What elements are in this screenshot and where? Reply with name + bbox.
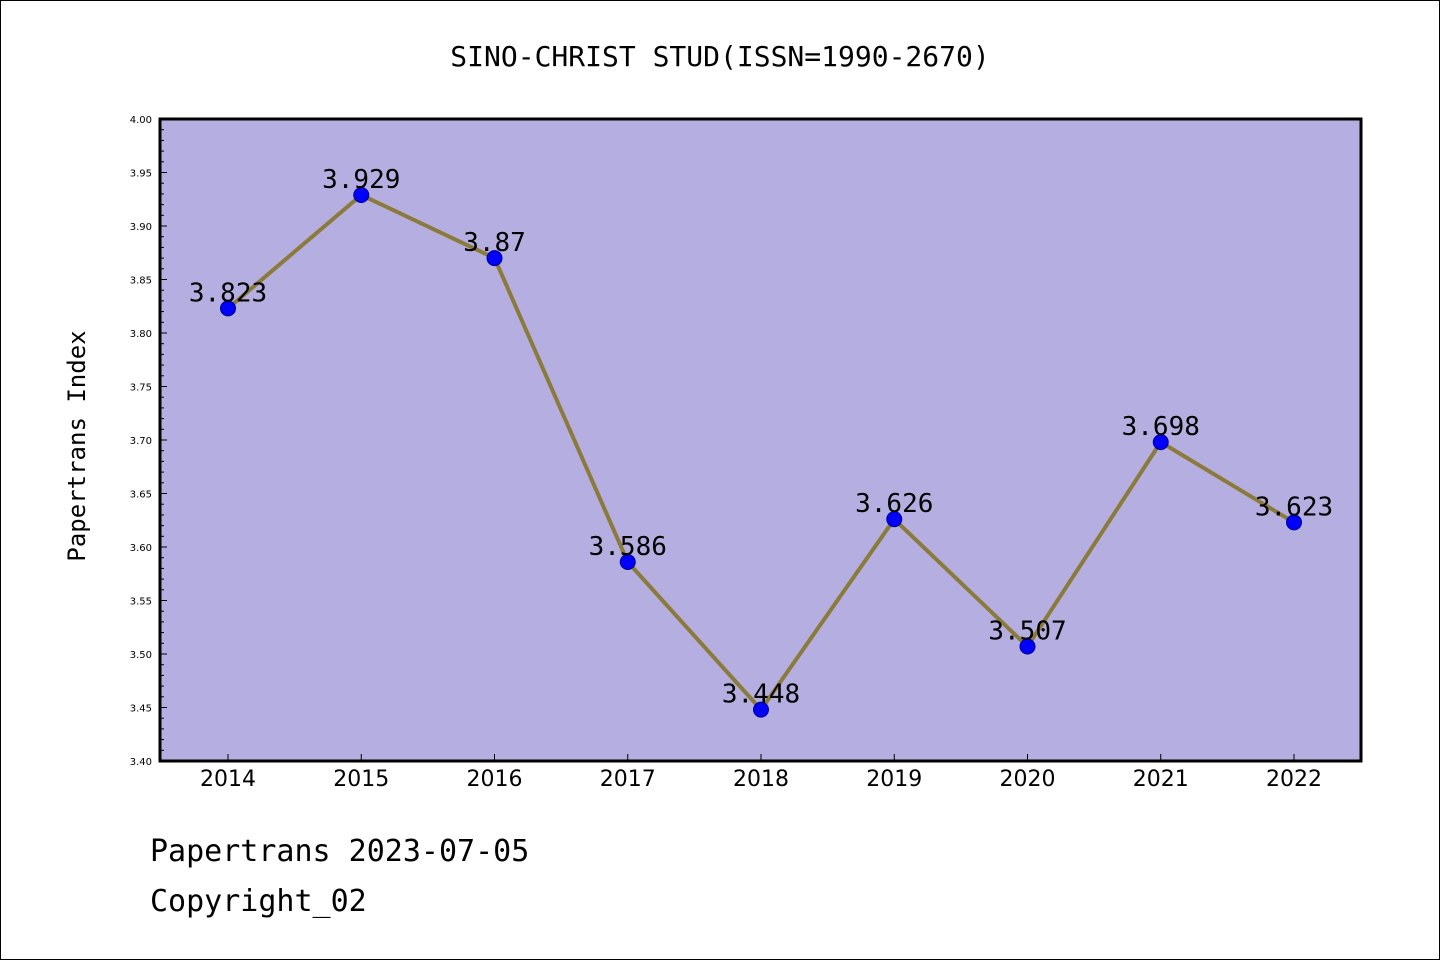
data-point-marker (1019, 638, 1036, 655)
y-tick-label: 3.80 (130, 329, 152, 340)
x-tick-label: 2020 (1000, 767, 1056, 792)
data-point-marker (220, 300, 236, 317)
chart-title: SINO-CHRIST STUD(ISSN=1990-2670) (450, 40, 989, 73)
data-point-marker (886, 511, 903, 528)
x-tick-label: 2017 (600, 767, 656, 792)
x-axis: 2014 2015 2016 2017 2018 2019 2020 2021 2022 (200, 754, 1322, 792)
data-label: 3.929 (322, 165, 400, 195)
x-tick-label: 2016 (467, 767, 523, 792)
y-tick-label: 3.70 (130, 436, 152, 447)
data-point-marker (1286, 514, 1302, 531)
data-label: 3.586 (589, 532, 667, 562)
data-label: 3.698 (1122, 412, 1200, 442)
data-label: 3.626 (855, 489, 933, 519)
x-tick-label: 2015 (333, 767, 389, 792)
data-point-marker (486, 250, 503, 267)
y-tick-label: 4.00 (130, 115, 152, 126)
y-tick-label: 3.90 (130, 222, 152, 233)
x-tick-label: 2014 (200, 767, 256, 792)
data-point-marker (353, 186, 370, 203)
data-labels: 3.823 3.929 3.87 3.586 3.448 3.626 3.507 3.698 3… (189, 165, 1333, 710)
footer-copyright: Copyright_02 (150, 884, 367, 919)
data-label: 3.87 (463, 228, 526, 258)
x-tick-label: 2022 (1266, 767, 1322, 792)
y-tick-label: 3.45 (130, 704, 152, 715)
data-point-marker (753, 701, 769, 718)
series-line-group (220, 186, 1302, 718)
y-axis: 3.40 3.45 3.50 3.55 3.60 3.65 3.70 3.75 3.80 3.85… (130, 115, 167, 768)
data-point-marker (619, 553, 636, 570)
x-tick-label: 2019 (866, 767, 922, 792)
data-point-marker (1152, 434, 1169, 451)
y-tick-label: 3.55 (130, 597, 152, 608)
x-tick-label: 2018 (733, 767, 789, 792)
y-tick-label: 3.40 (130, 757, 152, 768)
y-tick-label: 3.95 (130, 169, 152, 180)
data-label: 3.507 (988, 617, 1066, 647)
data-label: 3.823 (189, 278, 267, 308)
x-tick-label: 2021 (1133, 767, 1189, 792)
y-tick-label: 3.65 (130, 490, 152, 501)
data-label: 3.623 (1255, 492, 1333, 522)
data-label: 3.448 (722, 680, 800, 710)
y-tick-label: 3.50 (130, 650, 152, 661)
y-axis-label: Papertrans Index (63, 330, 91, 561)
footer-date: Papertrans 2023-07-05 (150, 834, 530, 869)
y-tick-label: 3.75 (130, 383, 152, 394)
y-tick-label: 3.85 (130, 276, 152, 287)
y-tick-label: 3.60 (130, 543, 152, 554)
